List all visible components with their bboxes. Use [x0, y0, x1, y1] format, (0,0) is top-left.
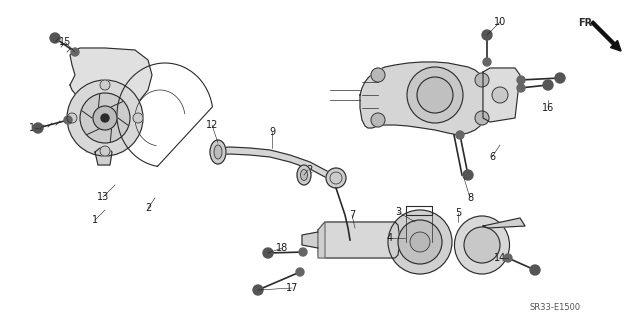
Text: 9: 9: [269, 127, 275, 137]
Text: 5: 5: [455, 208, 461, 218]
Circle shape: [371, 68, 385, 82]
Circle shape: [475, 73, 489, 87]
Circle shape: [456, 131, 464, 139]
Circle shape: [530, 265, 540, 275]
Circle shape: [67, 113, 77, 123]
Circle shape: [101, 114, 109, 122]
Text: 11: 11: [29, 123, 41, 133]
Text: 18: 18: [276, 243, 288, 253]
Circle shape: [517, 76, 525, 84]
Polygon shape: [302, 232, 318, 248]
Circle shape: [388, 210, 452, 274]
Circle shape: [67, 80, 143, 156]
Circle shape: [133, 113, 143, 123]
Text: 1: 1: [92, 215, 98, 225]
Text: SR33-E1500: SR33-E1500: [530, 303, 581, 313]
Circle shape: [492, 87, 508, 103]
Polygon shape: [483, 218, 525, 228]
Text: 8: 8: [467, 193, 473, 203]
FancyArrow shape: [591, 21, 621, 51]
Text: 17: 17: [286, 283, 298, 293]
Circle shape: [64, 116, 72, 124]
Circle shape: [475, 111, 489, 125]
Ellipse shape: [214, 145, 222, 159]
Ellipse shape: [297, 165, 311, 185]
Circle shape: [504, 254, 512, 262]
Circle shape: [100, 80, 110, 90]
Circle shape: [71, 48, 79, 56]
Circle shape: [398, 220, 442, 264]
Text: 13: 13: [97, 192, 109, 202]
Circle shape: [326, 168, 346, 188]
Polygon shape: [95, 148, 112, 165]
Circle shape: [371, 113, 385, 127]
Circle shape: [543, 80, 553, 90]
Circle shape: [407, 67, 463, 123]
Circle shape: [299, 248, 307, 256]
Text: FR.: FR.: [578, 18, 596, 28]
Circle shape: [80, 93, 130, 143]
Text: 3: 3: [395, 207, 401, 217]
Circle shape: [555, 73, 565, 83]
Ellipse shape: [454, 216, 509, 274]
Circle shape: [100, 146, 110, 156]
Text: 14: 14: [494, 253, 506, 263]
Circle shape: [410, 232, 430, 252]
Text: 12: 12: [206, 120, 218, 130]
Circle shape: [463, 170, 473, 180]
Text: 6: 6: [489, 152, 495, 162]
Text: 16: 16: [542, 103, 554, 113]
Polygon shape: [483, 68, 520, 122]
Text: 7: 7: [349, 210, 355, 220]
Ellipse shape: [301, 169, 307, 181]
Ellipse shape: [211, 144, 219, 160]
Circle shape: [263, 248, 273, 258]
Polygon shape: [85, 148, 115, 152]
Polygon shape: [318, 222, 400, 258]
Circle shape: [517, 84, 525, 92]
Circle shape: [296, 268, 304, 276]
Text: 15: 15: [59, 37, 71, 47]
Text: 10: 10: [494, 17, 506, 27]
Polygon shape: [70, 48, 152, 102]
Ellipse shape: [210, 140, 226, 164]
Circle shape: [483, 58, 491, 66]
Polygon shape: [318, 222, 325, 258]
Circle shape: [482, 30, 492, 40]
Text: 12: 12: [302, 165, 314, 175]
Circle shape: [93, 106, 117, 130]
Text: 4: 4: [387, 233, 393, 243]
Circle shape: [253, 285, 263, 295]
Circle shape: [33, 123, 43, 133]
Polygon shape: [215, 147, 335, 183]
Circle shape: [464, 227, 500, 263]
Text: 2: 2: [145, 203, 151, 213]
Circle shape: [50, 33, 60, 43]
Circle shape: [417, 77, 453, 113]
Polygon shape: [360, 62, 483, 135]
